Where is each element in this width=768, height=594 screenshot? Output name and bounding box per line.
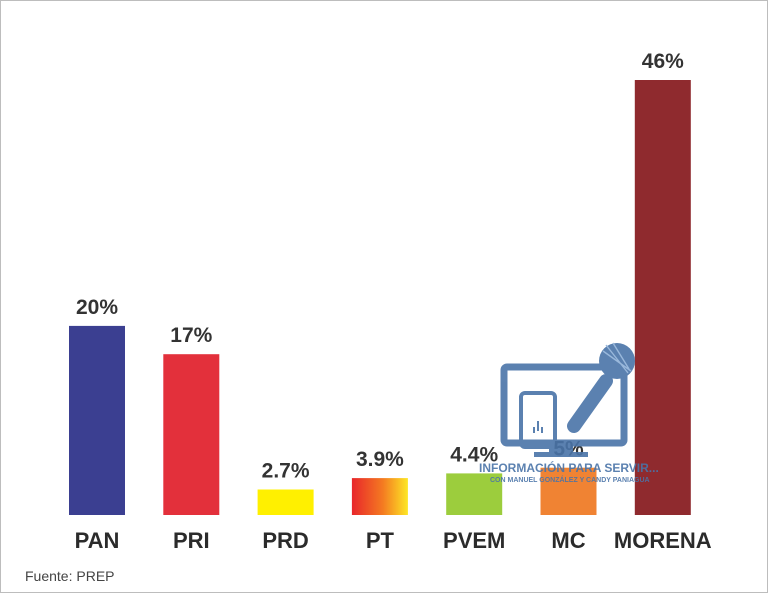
category-label-prd: PRD (262, 528, 308, 553)
category-label-pvem: PVEM (443, 528, 505, 553)
category-label-morena: MORENA (614, 528, 712, 553)
bar-pt (351, 478, 408, 515)
value-label-prd: 2.7% (262, 460, 310, 483)
phone-icon (519, 391, 557, 449)
value-label-pt: 3.9% (356, 448, 404, 471)
monitor-base-icon (534, 452, 588, 457)
category-label-pt: PT (366, 528, 395, 553)
bar-pri (163, 354, 220, 515)
source-note: Fuente: PREP (25, 568, 115, 584)
value-label-pvem: 4.4% (450, 443, 498, 466)
bar-pvem (446, 473, 503, 515)
tap-hand-icon (533, 421, 543, 433)
watermark-title: INFORMACIÓN PARA SERVIR... (479, 460, 659, 475)
value-label-pan: 20% (76, 296, 118, 319)
watermark-subtitle: CON MANUEL GONZÁLEZ Y CANDY PANIAGUA (490, 475, 650, 484)
bar-morena (634, 80, 691, 515)
microphone-icon (567, 342, 635, 433)
bar-pan (69, 325, 125, 515)
bar-prd (257, 489, 314, 515)
value-label-morena: 46% (642, 50, 684, 73)
bar-mc (540, 467, 597, 515)
category-label-pri: PRI (173, 528, 210, 553)
monitor-stand-icon (549, 443, 573, 453)
category-label-mc: MC (551, 528, 585, 553)
value-label-pri: 17% (170, 324, 212, 347)
category-label-pan: PAN (75, 528, 120, 553)
watermark-logo: INFORMACIÓN PARA SERVIR... CON MANUEL GO… (479, 342, 659, 484)
